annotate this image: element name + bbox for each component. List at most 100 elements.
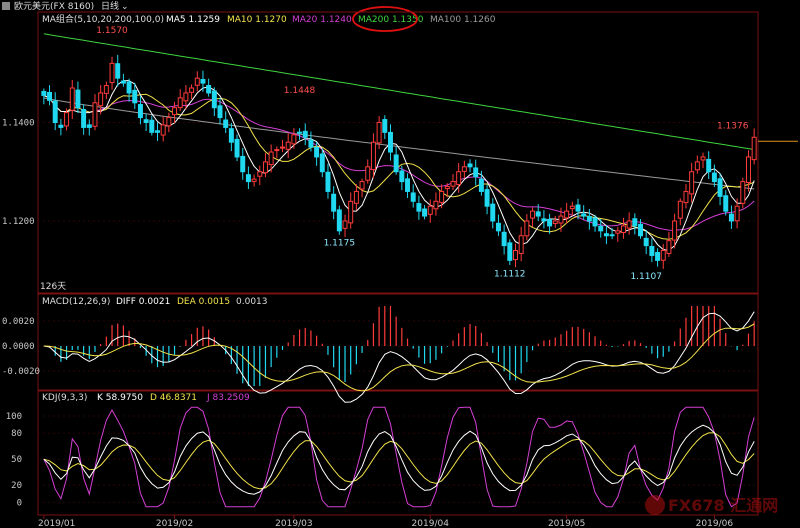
- candle-body: [245, 174, 251, 183]
- candle-body: [160, 124, 166, 136]
- candle-body: [427, 205, 433, 215]
- candle-body: [700, 156, 706, 161]
- candle-body: [592, 217, 598, 227]
- candle-body: [467, 163, 473, 168]
- ma200-highlight-ellipse: [352, 6, 418, 32]
- candle-body: [399, 170, 405, 183]
- candle-body: [280, 146, 285, 149]
- axes-layer: 1.1400 1.1200 0.0020 0.0000 -0.0020 100 80 50 20…: [2, 118, 798, 528]
- candle-body: [638, 223, 643, 237]
- macd-value-label: 0.0013: [236, 297, 268, 307]
- candle-body: [98, 92, 104, 107]
- candle-body: [257, 171, 263, 177]
- macd-tick-label: 0.0020: [2, 317, 35, 327]
- candle-body: [683, 190, 689, 204]
- candle-body: [325, 171, 331, 192]
- candle-body: [717, 178, 723, 197]
- candle-body: [439, 190, 445, 203]
- candle-body: [336, 209, 342, 232]
- kdj-tick-label: 100: [6, 412, 22, 422]
- candle-body: [552, 220, 558, 225]
- candle-body: [240, 155, 246, 173]
- period-selector[interactable]: 日线: [101, 0, 119, 12]
- macd-dea-line: [43, 323, 755, 392]
- price-annotation: 1.1107: [630, 272, 662, 282]
- candle-body: [177, 97, 183, 109]
- candle-body: [632, 218, 638, 227]
- price-tick-label: 1.1200: [2, 217, 35, 227]
- candle-body: [342, 220, 348, 229]
- candle-body: [547, 219, 553, 227]
- candle-body: [69, 87, 75, 111]
- candle-body: [615, 230, 621, 234]
- candle-body: [223, 119, 229, 128]
- kdj-tick-label: 20: [11, 481, 22, 491]
- price-annotation: 1.1175: [324, 238, 356, 248]
- candle-body: [274, 149, 280, 152]
- candle-body: [672, 220, 678, 241]
- watermark-logo-icon: [645, 495, 665, 515]
- candle-body: [405, 178, 411, 192]
- candle-body: [155, 130, 160, 133]
- candle-body: [365, 166, 371, 181]
- ma10-label: MA10 1.1270: [227, 15, 287, 25]
- price-annotation: 1.1112: [494, 269, 526, 279]
- candle-body: [586, 216, 592, 222]
- candle-body: [513, 250, 518, 261]
- candle-body: [456, 171, 462, 186]
- candle-body: [370, 141, 376, 171]
- candle-body: [58, 124, 64, 128]
- candle-body: [393, 154, 399, 173]
- kdj-tick-label: 80: [11, 429, 22, 439]
- candle-body: [166, 117, 172, 127]
- macd-tick-label: -0.0020: [2, 367, 40, 377]
- x-tick-label: 2019/06: [696, 519, 734, 528]
- x-tick-label: 2019/05: [548, 519, 585, 528]
- candle-body: [422, 208, 428, 217]
- candle-body: [723, 195, 729, 212]
- candle-body: [126, 81, 132, 94]
- candle-body: [518, 235, 524, 254]
- candle-body: [535, 211, 541, 217]
- candle-body: [115, 63, 121, 79]
- candle-body: [52, 100, 58, 123]
- candle-body: [655, 252, 661, 261]
- candle-body: [473, 167, 479, 178]
- candle-body: [234, 138, 240, 158]
- price-panel: 1.1570 1.1448 1.1376 1.1175 1.1112 1.1107: [41, 26, 757, 282]
- candle-body: [524, 220, 530, 237]
- kdj-label: KDJ(9,3,3): [42, 393, 87, 403]
- candle-body: [302, 130, 308, 138]
- candle-body: [109, 62, 115, 84]
- candle-body: [81, 109, 87, 128]
- candle-body: [387, 131, 393, 153]
- symbol-label: 欧元美元: [14, 0, 50, 12]
- candle-body: [206, 85, 212, 94]
- candle-body: [603, 233, 609, 237]
- candle-body: [745, 156, 751, 183]
- candle-body: [734, 205, 740, 222]
- kdj-d-label: D 46.8371: [150, 393, 197, 403]
- ma200-line: [43, 33, 755, 151]
- candle-body: [103, 85, 109, 94]
- candle-body: [137, 104, 143, 119]
- candle-body: [382, 119, 388, 133]
- candle-body: [490, 203, 496, 222]
- price-annotation: 1.1376: [717, 121, 749, 131]
- ma5-label: MA5 1.1259: [166, 15, 220, 25]
- candle-body: [416, 203, 422, 212]
- kdj-tick-label: 50: [11, 455, 22, 465]
- candle-body: [751, 136, 757, 161]
- macd-tick-label: 0.0000: [2, 342, 35, 352]
- candle-body: [268, 151, 274, 166]
- ma100-label: MA100 1.1260: [430, 15, 496, 25]
- candle-body: [433, 200, 439, 210]
- ma200-label: MA200 1.1350: [358, 15, 424, 25]
- candle-body: [297, 131, 303, 134]
- candle-body: [495, 222, 501, 232]
- kdj-tick-label: 0: [17, 498, 22, 508]
- candle-body: [194, 77, 200, 86]
- menu-icon[interactable]: [2, 2, 10, 10]
- period-chevron-icon[interactable]: ⌄: [121, 2, 129, 12]
